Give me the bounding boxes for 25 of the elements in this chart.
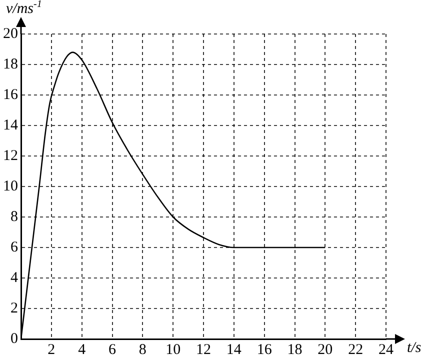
y-tick-label: 20 bbox=[3, 26, 18, 42]
x-tick-label: 18 bbox=[287, 342, 302, 358]
y-axis-title: v/ms$^{-1}$ bbox=[6, 0, 42, 18]
x-tick-label: 8 bbox=[138, 342, 146, 358]
y-tick-label: 14 bbox=[3, 117, 18, 134]
x-tick-label: 22 bbox=[348, 342, 364, 358]
x-tick-label: 14 bbox=[226, 342, 242, 358]
y-tick-label: 0 bbox=[10, 330, 18, 347]
x-tick-label: 24 bbox=[378, 342, 394, 358]
x-tick-label: 2 bbox=[48, 342, 56, 358]
y-tick-label: 10 bbox=[3, 178, 18, 194]
y-tick-label: 4 bbox=[10, 270, 18, 286]
x-tick-label: 12 bbox=[196, 342, 211, 358]
y-tick-label: 18 bbox=[3, 56, 18, 72]
x-tick-label: 16 bbox=[256, 342, 272, 358]
x-tick-label: 10 bbox=[166, 342, 181, 358]
x-tick-label: 6 bbox=[108, 342, 116, 358]
y-tick-label: 12 bbox=[3, 148, 18, 164]
x-tick-label: 20 bbox=[318, 342, 333, 358]
x-axis-title: t/s bbox=[407, 340, 422, 357]
y-tick-label: 2 bbox=[10, 300, 18, 316]
x-tick-label: 4 bbox=[78, 342, 86, 358]
y-tick-label: 16 bbox=[3, 86, 18, 103]
y-tick-label: 8 bbox=[10, 208, 18, 225]
y-tick-label: 6 bbox=[10, 239, 18, 256]
